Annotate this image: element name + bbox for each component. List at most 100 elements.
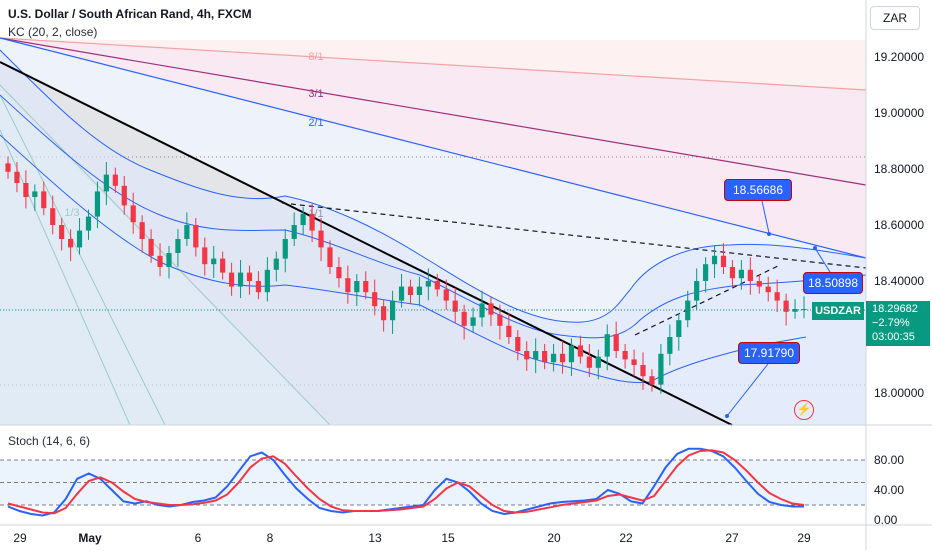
fan-label-2: 3/1 [308,88,323,100]
price-tick-label: 18.40000 [874,274,924,288]
time-tick-label: 22 [619,531,633,545]
candle-body [381,306,387,321]
callout-dot-1 [767,232,771,236]
candle-body [631,359,637,365]
candle-body [550,353,557,363]
candle-body [59,225,65,239]
price-change: −2.79% [872,317,910,329]
candle-body [76,230,83,248]
candle-body [452,300,458,312]
candle-body [264,269,270,293]
candle-body [157,255,163,267]
fan-line-2-1 [0,37,867,259]
candle-body [515,337,521,351]
candle-body [94,191,101,217]
candle-body [720,255,727,267]
candle-body [85,216,92,231]
candle-body [479,303,485,318]
callout-lower-band[interactable]: 17.91790 [738,342,800,364]
candle-body [354,281,360,293]
candle-body [202,247,208,265]
candle-body [166,253,172,267]
symbol-tag: USDZAR [812,302,864,320]
candle-body [613,334,619,351]
candle-body [282,239,288,259]
candle-body [23,183,29,197]
stoch-tick-label: 0.00 [874,513,898,527]
price-tick-label: 19.20000 [874,50,924,64]
chart-title: U.S. Dollar / South African Rand, 4h, FX… [8,7,252,21]
currency-button[interactable]: ZAR [870,6,920,30]
candle-body [604,334,610,357]
candle-body [542,351,548,363]
keltner-upper [0,49,867,323]
candle-body [533,351,539,360]
candle-body [524,351,530,360]
candle-body [68,239,74,248]
candle-body [640,365,646,377]
callout-middle-band[interactable]: 18.50898 [803,272,863,294]
candle-body [434,281,440,290]
time-tick-label: 29 [797,531,811,545]
candle-body [711,255,718,265]
candle-body [658,353,664,385]
candle-body [649,376,655,385]
candle-body [595,356,601,368]
candle-body [765,286,771,293]
candle-body [506,325,512,337]
candle-body [148,239,154,256]
candle-body [327,247,333,267]
stoch-series-k [7,447,804,517]
price-tick-label: 19.00000 [874,106,924,120]
candle-body [32,191,38,197]
candle-body [237,272,244,287]
time-tick-label: 6 [195,531,202,545]
candle-body [694,281,700,301]
candle-body [175,239,181,253]
candle-body [586,356,592,368]
stoch-tick-label: 40.00 [874,483,904,497]
candle-body [14,171,20,183]
candle-body [112,174,118,186]
trendline-main [0,61,733,426]
candle-body [336,267,342,279]
flash-icon[interactable]: ⚡ [794,400,814,420]
last-price-tag: 18.29682 −2.79% 03:00:35 [866,301,930,346]
callout-upper-band[interactable]: 18.56686 [724,179,792,201]
candle-body [103,174,109,192]
fan-label-1: 8/1 [308,51,323,63]
callout-dot-2 [813,246,817,250]
candle-body [318,230,324,248]
candle-body [50,208,56,225]
candle-body [121,185,127,206]
bar-countdown: 03:00:35 [872,331,915,343]
candle-body [774,292,780,301]
candle-body [470,317,476,326]
candle-body [416,286,423,295]
callout-connector-3 [726,363,769,417]
time-tick-label: 29 [13,531,27,545]
candle-body [246,272,253,281]
candle-body [497,314,503,326]
candle-body [139,222,145,239]
callout-connector-1 [761,200,770,234]
time-tick-label: 8 [267,531,274,545]
candle-body [255,281,262,293]
indicator-label[interactable]: KC (20, 2, close) [8,25,98,39]
time-tick-label: 27 [725,531,739,545]
candle-body [676,320,682,337]
price-tick-label: 18.60000 [874,218,924,232]
candle-body [228,272,235,287]
price-tick-label: 18.00000 [874,386,924,400]
candle-body [729,267,736,279]
callout-dot-3 [725,414,729,418]
candle-body [443,289,449,301]
candle-body [425,281,431,287]
candle-body [300,213,306,225]
candle-body [783,300,789,312]
candle-body [184,225,190,239]
stoch-label[interactable]: Stoch (14, 6, 6) [8,434,91,448]
candle-body [291,225,297,239]
